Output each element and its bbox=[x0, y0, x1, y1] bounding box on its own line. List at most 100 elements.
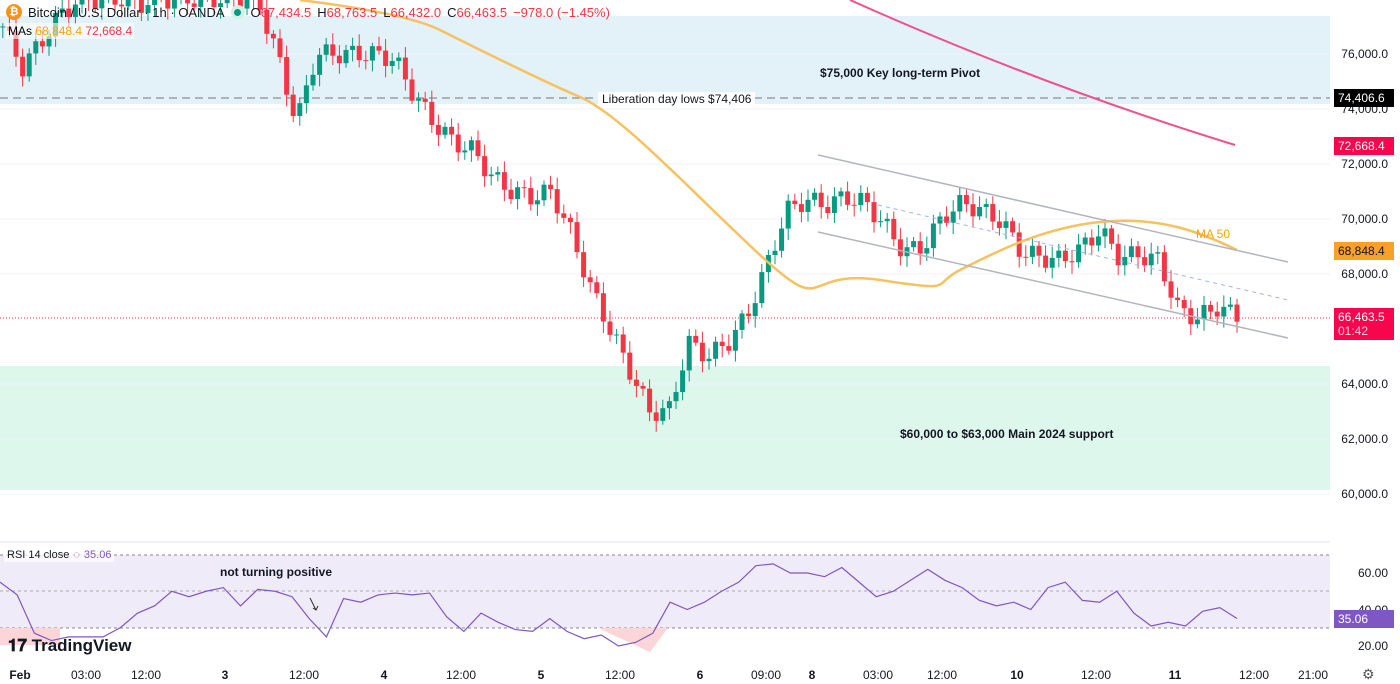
candle bbox=[647, 379, 653, 422]
candle-body bbox=[653, 412, 659, 421]
channel-lower[interactable] bbox=[817, 231, 1289, 339]
candle bbox=[363, 50, 369, 70]
candle bbox=[1049, 246, 1055, 279]
candle bbox=[732, 320, 738, 362]
candle-body bbox=[838, 191, 844, 197]
candle-body bbox=[468, 140, 474, 151]
symbol-header: ₿ Bitcoin / U.S. Dollar · 1h · OANDA O67… bbox=[6, 4, 610, 20]
support-annotation: $60,000 to $63,000 Main 2024 support bbox=[900, 427, 1114, 441]
candle-body bbox=[211, 0, 217, 8]
candle-body bbox=[897, 239, 903, 257]
candle-body bbox=[422, 98, 428, 102]
time-tick: 12:00 bbox=[288, 668, 320, 682]
candle bbox=[206, 0, 208, 2]
rsi-value: 35.06 bbox=[83, 549, 112, 561]
loading-icon: ◌ bbox=[73, 549, 80, 561]
candle bbox=[449, 118, 455, 146]
candle bbox=[508, 178, 514, 205]
candle-body bbox=[1234, 304, 1240, 322]
channel-mid[interactable] bbox=[877, 204, 1289, 301]
time-tick: 12:00 bbox=[130, 668, 162, 682]
candle-body bbox=[323, 44, 329, 55]
candle bbox=[1095, 224, 1101, 252]
candle bbox=[1128, 238, 1134, 263]
rsi-legend[interactable]: RSI 14 close ◌ 35.06 bbox=[4, 548, 115, 562]
arrow-annotation bbox=[309, 597, 319, 611]
candle bbox=[475, 130, 481, 161]
candle-body bbox=[1128, 246, 1134, 258]
candle-body bbox=[33, 41, 39, 54]
candle bbox=[713, 336, 719, 367]
candle-body bbox=[409, 79, 415, 101]
candle-body bbox=[13, 30, 19, 57]
symbol-name[interactable]: Bitcoin / U.S. Dollar · 1h · OANDA bbox=[28, 4, 225, 20]
candle bbox=[435, 114, 441, 147]
candle-body bbox=[574, 222, 580, 253]
candle-body bbox=[950, 211, 956, 223]
candle bbox=[468, 136, 474, 162]
candle bbox=[878, 210, 884, 228]
candle bbox=[356, 34, 362, 68]
candle bbox=[369, 42, 375, 72]
ma200-value: 72,668.4 bbox=[85, 24, 133, 38]
candle bbox=[950, 200, 956, 235]
candle-body bbox=[851, 204, 857, 206]
candle bbox=[1161, 245, 1167, 287]
candle bbox=[389, 52, 395, 74]
candle-body bbox=[79, 0, 85, 5]
time-tick: 12:00 bbox=[1238, 668, 1270, 682]
candle bbox=[125, 0, 131, 10]
candle-body bbox=[1049, 257, 1055, 268]
candle-body bbox=[396, 57, 402, 62]
candle bbox=[1089, 229, 1095, 256]
candle bbox=[350, 37, 356, 62]
candle bbox=[719, 333, 725, 358]
candle-body bbox=[59, 8, 65, 13]
candle-body bbox=[277, 38, 283, 58]
candles bbox=[0, 0, 1240, 432]
candle-body bbox=[455, 134, 461, 153]
candle-body bbox=[442, 126, 448, 135]
candle-body bbox=[825, 206, 831, 214]
candle-body bbox=[891, 218, 897, 240]
tradingview-logo[interactable]: 𝟏𝟕 TradingView bbox=[8, 636, 132, 655]
price-tick: 68,000.0 bbox=[1341, 267, 1388, 281]
time-tick: 11 bbox=[1168, 668, 1182, 682]
candle bbox=[541, 180, 547, 206]
ma50-line bbox=[299, 0, 1238, 290]
channel-upper[interactable] bbox=[817, 154, 1289, 263]
low-label: L bbox=[383, 4, 391, 20]
candle-body bbox=[1214, 311, 1220, 317]
candle bbox=[72, 0, 78, 25]
time-tick: 12:00 bbox=[604, 668, 636, 682]
candle-body bbox=[1043, 255, 1049, 268]
mas-legend[interactable]: MAs 68,848.4 72,668.4 bbox=[6, 23, 135, 39]
candle-body bbox=[983, 204, 989, 208]
candle-body bbox=[996, 221, 1002, 228]
candle bbox=[119, 0, 125, 18]
candle bbox=[812, 188, 818, 206]
candle-body bbox=[528, 188, 534, 205]
candle bbox=[574, 212, 580, 259]
ma200-tag: 72,668.4 bbox=[1334, 137, 1394, 155]
candle-body bbox=[1029, 245, 1035, 257]
candle-body bbox=[746, 313, 752, 317]
candle-body bbox=[363, 60, 369, 62]
candle-body bbox=[680, 370, 686, 393]
settings-gear-icon[interactable]: ⚙ bbox=[1362, 666, 1375, 682]
candle-body bbox=[125, 0, 131, 7]
candle bbox=[686, 329, 692, 382]
candle bbox=[1069, 250, 1075, 274]
candle-body bbox=[1142, 257, 1148, 266]
time-tick: 12:00 bbox=[926, 668, 958, 682]
price-tick: 62,000.0 bbox=[1341, 432, 1388, 446]
time-tick: 09:00 bbox=[750, 668, 782, 682]
candle bbox=[818, 184, 824, 219]
candle-body bbox=[1155, 252, 1161, 254]
candle bbox=[270, 30, 276, 49]
time-tick: 8 bbox=[808, 668, 816, 682]
candle-body bbox=[218, 3, 224, 8]
candle-body bbox=[779, 228, 785, 251]
candle-body bbox=[1122, 257, 1128, 266]
